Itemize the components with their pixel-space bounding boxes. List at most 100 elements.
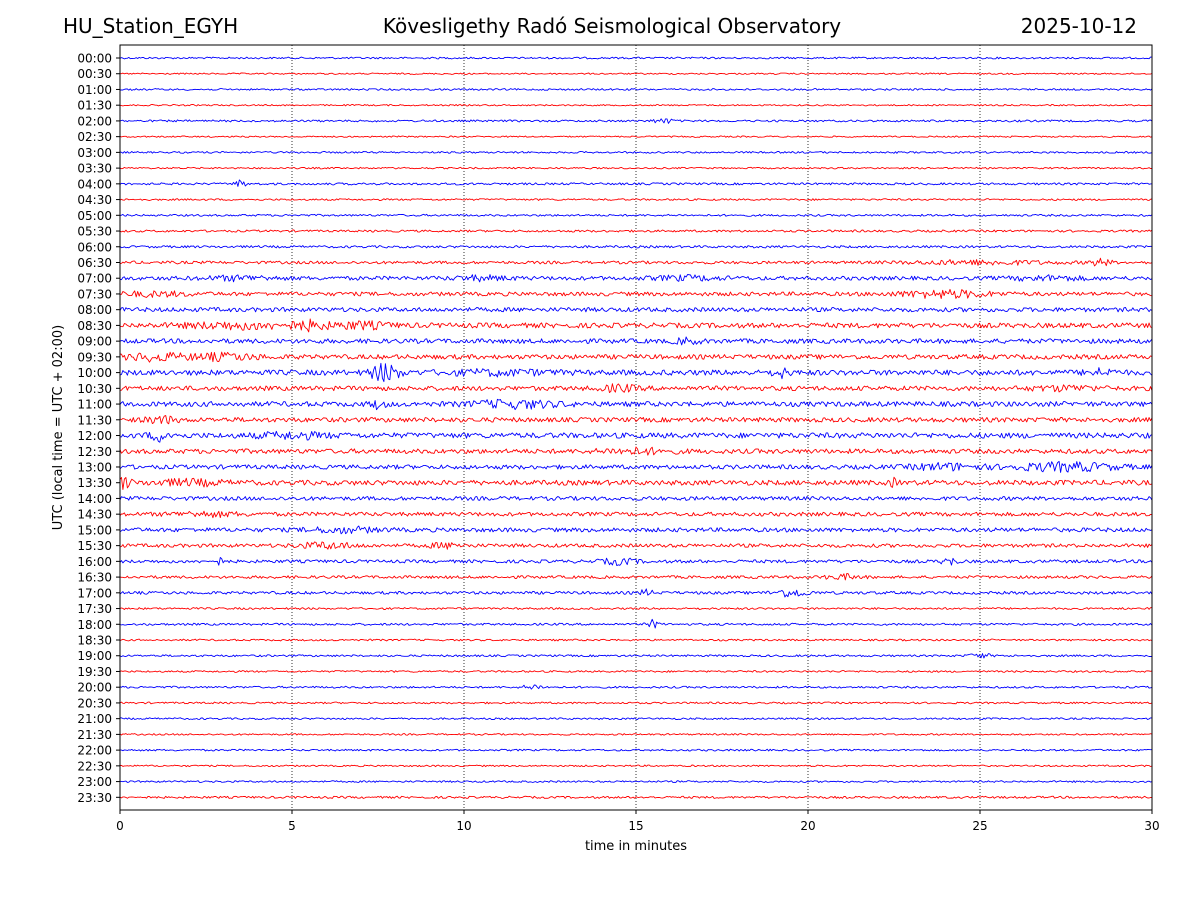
y-tick-label: 08:30 (77, 319, 112, 333)
y-tick-label: 15:30 (77, 539, 112, 553)
trace-0730 (120, 288, 1153, 299)
y-tick-label: 21:30 (77, 728, 112, 742)
trace-2200 (119, 748, 1152, 752)
y-tick-label: 21:00 (77, 712, 112, 726)
trace-1200 (119, 430, 1153, 443)
y-tick-label: 00:00 (77, 52, 112, 66)
trace-0530 (119, 229, 1153, 233)
y-tick-label: 10:00 (77, 366, 112, 380)
y-tick-label: 18:30 (77, 634, 112, 648)
trace-0600 (119, 245, 1153, 249)
x-tick-label: 30 (1144, 819, 1159, 833)
x-tick-label: 0 (116, 819, 124, 833)
x-axis-label: time in minutes (585, 839, 687, 854)
y-tick-label: 22:30 (77, 759, 112, 773)
trace-2130 (119, 733, 1153, 736)
trace-1230 (119, 446, 1153, 456)
y-tick-label: 04:00 (77, 177, 112, 191)
y-tick-label: 12:00 (77, 429, 112, 443)
y-tick-label: 22:00 (77, 744, 112, 758)
trace-0430 (119, 198, 1153, 201)
trace-1500 (119, 525, 1153, 535)
y-tick-label: 23:30 (77, 791, 112, 805)
x-tick-label: 20 (800, 819, 815, 833)
y-tick-label: 13:30 (77, 476, 112, 490)
y-tick-label: 01:00 (77, 83, 112, 97)
chart-title: Kövesligethy Radó Seismological Observat… (382, 14, 842, 38)
y-tick-label: 03:30 (77, 162, 112, 176)
trace-0100 (119, 88, 1153, 91)
trace-0130 (119, 104, 1152, 107)
y-tick-label: 12:30 (77, 445, 112, 459)
trace-0000 (119, 56, 1152, 60)
trace-1800 (119, 618, 1153, 629)
trace-1130 (119, 415, 1153, 425)
trace-1400 (119, 496, 1153, 501)
x-tick-label: 15 (628, 819, 643, 833)
y-tick-label: 14:00 (77, 492, 112, 506)
trace-1000 (119, 362, 1153, 383)
trace-0930 (119, 351, 1153, 363)
y-tick-label: 00:30 (77, 67, 112, 81)
y-tick-label: 03:00 (77, 146, 112, 160)
x-tick-label: 25 (972, 819, 987, 833)
y-tick-label: 05:30 (77, 225, 112, 239)
trace-1700 (119, 588, 1153, 598)
y-tick-label: 09:30 (77, 350, 112, 364)
trace-0800 (119, 307, 1153, 313)
y-tick-label: 20:30 (77, 696, 112, 710)
y-tick-label: 06:30 (77, 256, 112, 270)
y-tick-label: 13:00 (77, 460, 112, 474)
y-tick-label: 16:30 (77, 571, 112, 585)
trace-0400 (119, 179, 1153, 187)
y-tick-label: 02:00 (77, 114, 112, 128)
trace-0200 (119, 118, 1153, 124)
trace-1300 (119, 460, 1153, 473)
y-tick-label: 17:30 (77, 602, 112, 616)
trace-2230 (119, 764, 1153, 768)
trace-2000 (119, 684, 1153, 690)
trace-0500 (119, 213, 1153, 217)
y-tick-label: 23:00 (77, 775, 112, 789)
trace-2030 (119, 701, 1153, 705)
date-label: 2025-10-12 (1020, 14, 1137, 38)
trace-0630 (119, 257, 1153, 267)
trace-1600 (119, 557, 1153, 567)
y-tick-label: 19:30 (77, 665, 112, 679)
trace-0830 (119, 318, 1153, 333)
y-tick-label: 20:00 (77, 681, 112, 695)
trace-2100 (119, 717, 1152, 721)
trace-0030 (120, 72, 1153, 75)
trace-1030 (119, 383, 1153, 394)
trace-1430 (119, 510, 1153, 519)
y-tick-label: 01:30 (77, 99, 112, 113)
y-tick-label: 09:00 (77, 335, 112, 349)
trace-0700 (119, 274, 1153, 283)
y-axis-label: UTC (local time = UTC + 02:00) (51, 325, 66, 530)
trace-0230 (119, 135, 1153, 138)
y-tick-label: 07:30 (77, 287, 112, 301)
trace-2300 (119, 780, 1153, 783)
trace-0300 (119, 151, 1153, 154)
trace-1630 (119, 573, 1153, 581)
y-tick-label: 05:00 (77, 209, 112, 223)
y-tick-label: 19:00 (77, 649, 112, 663)
y-tick-label: 14:30 (77, 508, 112, 522)
y-tick-label: 16:00 (77, 555, 112, 569)
x-tick-label: 10 (456, 819, 471, 833)
trace-0900 (119, 336, 1153, 346)
trace-1730 (119, 607, 1153, 610)
y-tick-label: 06:00 (77, 240, 112, 254)
station-label: HU_Station_EGYH (63, 14, 239, 38)
trace-1830 (119, 638, 1153, 642)
trace-1330 (119, 476, 1153, 490)
y-tick-label: 11:00 (77, 398, 112, 412)
y-tick-label: 10:30 (77, 382, 112, 396)
y-tick-label: 18:00 (77, 618, 112, 632)
y-tick-label: 15:00 (77, 523, 112, 537)
y-tick-label: 17:00 (77, 586, 112, 600)
trace-1930 (119, 670, 1153, 673)
y-tick-label: 11:30 (77, 413, 112, 427)
y-tick-label: 04:30 (77, 193, 112, 207)
